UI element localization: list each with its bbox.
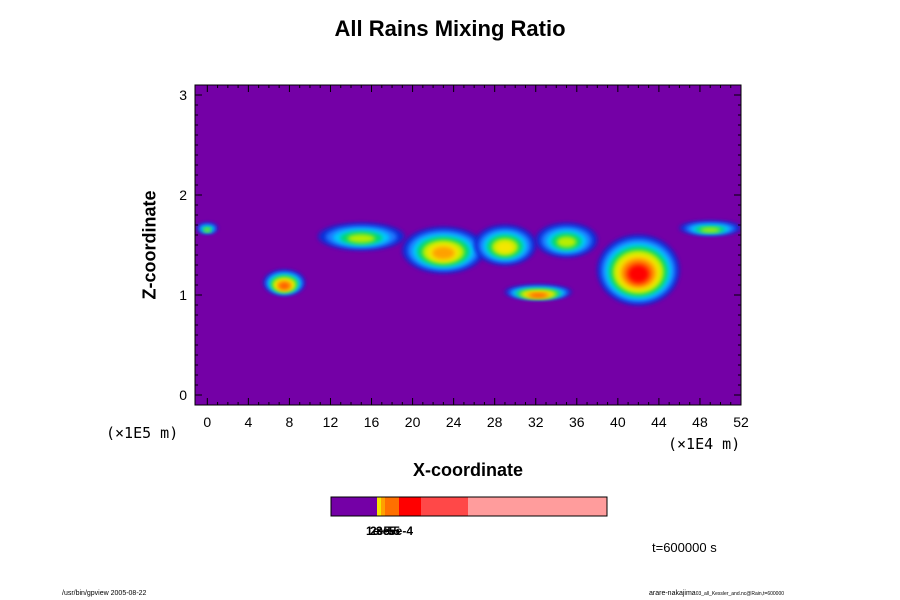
footer-right: arare-nakajima03_all_Kessler_and.nc@Rain…	[649, 590, 784, 597]
colorbar-label: 3e-5	[376, 524, 400, 538]
x-axis-title: X-coordinate	[412, 460, 523, 480]
rain-contour-8-4	[700, 227, 721, 233]
x-tick-label: 28	[487, 414, 503, 430]
rain-contour-4-5	[495, 241, 514, 254]
rain-contour-6-4	[556, 236, 577, 248]
colorbar-segment	[377, 497, 381, 516]
chart-title: All Rains Mixing Ratio	[334, 16, 566, 41]
x-tick-label: 52	[733, 414, 749, 430]
colorbar-label: 1e-5	[366, 524, 390, 538]
y-tick-label: 1	[179, 287, 187, 303]
colorbar: 1e-52e-53e-55e-4	[330, 496, 608, 538]
y-tick-label: 3	[179, 87, 187, 103]
x-tick-label: 8	[286, 414, 294, 430]
colorbar-frame	[330, 496, 608, 517]
rain-contour-5-7	[529, 293, 547, 298]
x-tick-label: 32	[528, 414, 544, 430]
x-tick-label: 24	[446, 414, 462, 430]
x-axis: 0 4 8 12 16 20 24 28 32 36 40 44 48 52	[203, 85, 749, 430]
rain-contour-0-4	[204, 228, 211, 232]
x-tick-label: 12	[323, 414, 339, 430]
colorbar-label: 5e-4	[389, 524, 413, 538]
x-tick-label: 16	[364, 414, 380, 430]
colorbar-segment	[468, 497, 607, 516]
footer-author: arare-nakajima	[649, 590, 696, 597]
footer-file: 03_all_Kessler_and.nc@Rain,t=600000	[695, 591, 785, 597]
x-tick-label: 4	[244, 414, 252, 430]
x-tick-label: 0	[203, 414, 211, 430]
rain-contour-7-8	[628, 265, 649, 283]
x-tick-label: 48	[692, 414, 708, 430]
footer-left: /usr/bin/gpview 2005-08-22	[62, 590, 147, 597]
rain-contour-3-6	[432, 246, 455, 260]
rain-contour-2-4	[347, 234, 376, 243]
x-tick-label: 44	[651, 414, 667, 430]
rain-field	[197, 221, 741, 305]
colorbar-segment	[381, 497, 385, 516]
colorbar-segment	[421, 497, 468, 516]
y-tick-label: 0	[179, 387, 187, 403]
colorbar-segment	[385, 497, 399, 516]
x-tick-label: 40	[610, 414, 626, 430]
x-axis-unit: (×1E4 m)	[668, 435, 741, 453]
x-tick-label: 20	[405, 414, 421, 430]
y-axis-title: Z-coordinate	[139, 190, 160, 300]
x-tick-label: 36	[569, 414, 585, 430]
colorbar-segment	[331, 497, 377, 516]
colorbar-label: 2e-5	[370, 524, 394, 538]
y-axis: 0 1 2 3	[179, 84, 741, 406]
y-axis-unit: (×1E5 m)	[106, 424, 179, 442]
time-label: t=600000 s	[652, 540, 717, 555]
rain-contour-1-7	[279, 282, 290, 290]
y-tick-label: 2	[179, 187, 187, 203]
colorbar-segment	[399, 497, 421, 516]
